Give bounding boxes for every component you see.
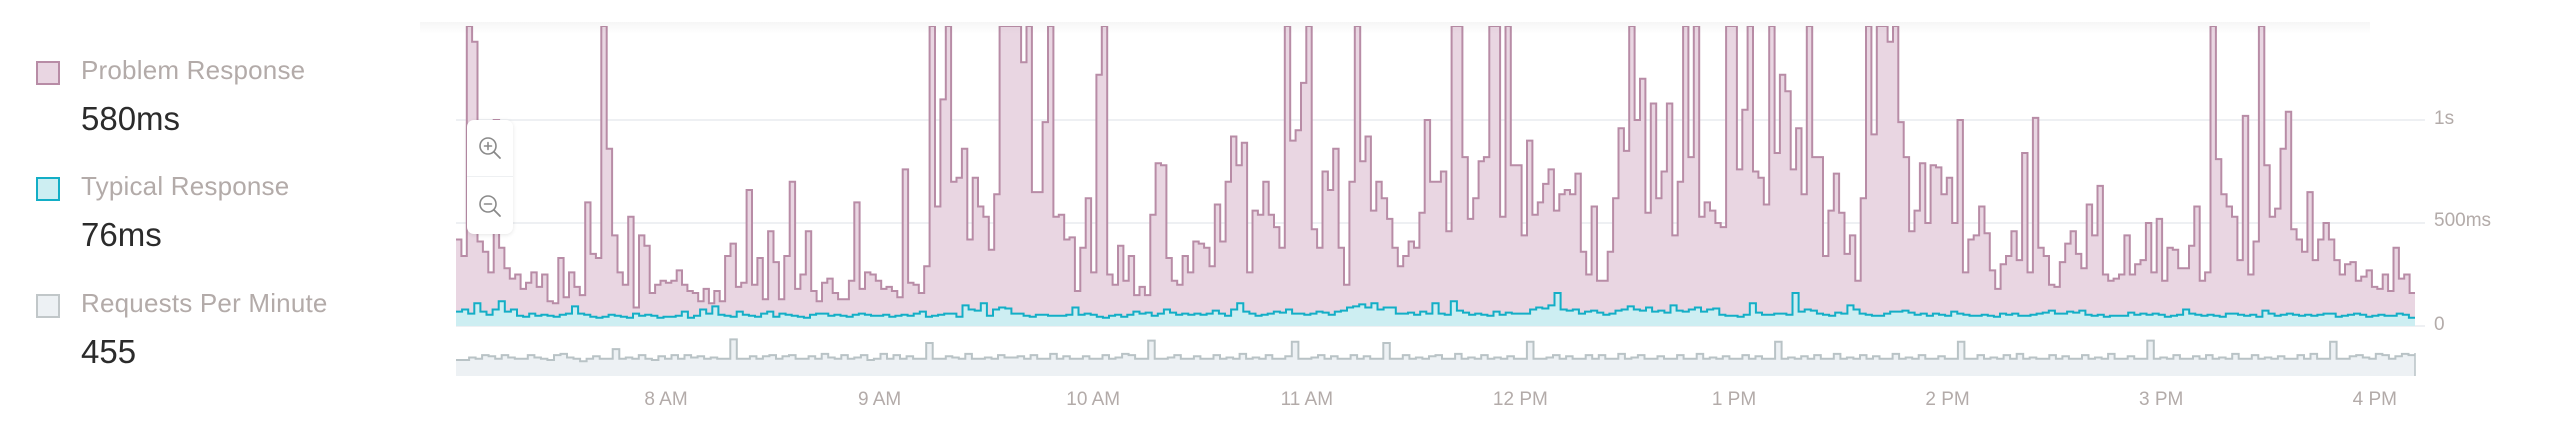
legend-label: Requests Per Minute (81, 288, 328, 318)
typical-response-area (456, 293, 2415, 326)
problem-response-swatch (36, 61, 60, 85)
legend-item-problem-response[interactable]: Problem Response 580ms (36, 50, 416, 160)
y-axis-label-0: 0 (2434, 314, 2445, 335)
legend-label: Problem Response (81, 55, 306, 85)
x-axis-tick-label: 3 PM (2139, 389, 2184, 410)
requests-per-minute-area (456, 339, 2415, 376)
legend-item-requests-per-minute[interactable]: Requests Per Minute 455 (36, 283, 416, 393)
typical-response-line (456, 292, 2415, 319)
legend-value: 580ms (81, 100, 181, 137)
legend-value: 455 (81, 333, 137, 370)
legend-label: Typical Response (81, 171, 290, 201)
x-axis-tick-label: 10 AM (1066, 389, 1121, 410)
zoom-out-button[interactable] (467, 177, 513, 234)
zoom-in-button[interactable] (467, 120, 513, 177)
zoom-controls (467, 120, 513, 234)
x-axis-tick-label: 4 PM (2352, 389, 2397, 410)
y-axis-label-1s: 1s (2434, 108, 2455, 129)
requests-per-minute-swatch (36, 294, 60, 318)
zoom-in-icon (479, 137, 501, 159)
legend-item-typical-response[interactable]: Typical Response 76ms (36, 166, 416, 276)
x-axis-tick-label: 1 PM (1711, 389, 1757, 410)
x-axis-tick-label: 11 AM (1280, 389, 1334, 410)
problem-response-line (456, 26, 2415, 309)
response-series-group (456, 26, 2415, 326)
x-axis-tick-label: 9 AM (857, 389, 902, 410)
zoom-out-icon (479, 194, 501, 217)
x-axis-tick-label: 8 AM (644, 389, 688, 410)
x-axis-tick-label: 12 PM (1492, 389, 1548, 410)
requests-per-minute-line (456, 338, 2415, 363)
x-axis-tick-label: 2 PM (1925, 389, 1970, 410)
typical-response-swatch (36, 177, 60, 201)
problem-response-area (456, 26, 2415, 326)
y-axis-label-500ms: 500ms (2434, 210, 2492, 231)
legend-value: 76ms (81, 216, 162, 253)
